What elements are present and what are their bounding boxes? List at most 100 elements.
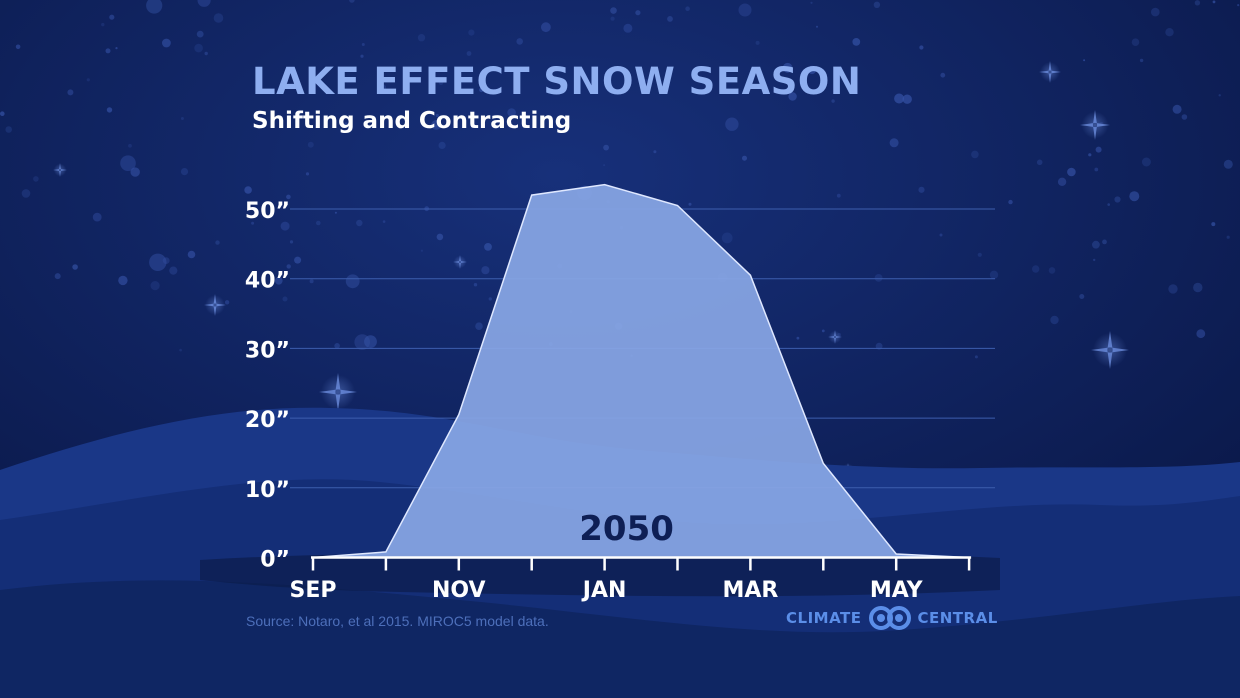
snow-dot — [610, 7, 617, 14]
climate-central-logo[interactable]: CLIMATE CENTRAL — [786, 603, 998, 633]
snow-dot — [603, 144, 609, 151]
snow-dot — [836, 193, 841, 198]
sparkle-glow — [1040, 62, 1060, 82]
snow-dot — [194, 43, 203, 53]
snow-dot — [1008, 199, 1013, 205]
snow-dot — [466, 51, 472, 56]
snow-dot — [179, 348, 182, 352]
chart-subtitle: Shifting and Contracting — [252, 108, 572, 134]
sparkle-icon — [1080, 110, 1110, 140]
snow-dot — [286, 264, 291, 269]
snow-dot — [344, 122, 348, 127]
snow-dot — [431, 120, 442, 130]
snow-dot — [215, 240, 220, 245]
sparkle-glow — [1092, 332, 1128, 368]
snow-dot — [420, 249, 423, 252]
snow-dot — [275, 277, 283, 285]
snow-dot — [305, 172, 310, 176]
snow-dot — [782, 62, 793, 73]
ground-shadow — [200, 553, 1000, 597]
snow-dot — [282, 296, 288, 302]
snow-dot — [755, 40, 760, 45]
snow-dot — [213, 13, 224, 23]
snow-dot — [796, 336, 800, 340]
snow-dot — [187, 250, 196, 259]
snow-dot — [1057, 177, 1067, 186]
snow-dot — [15, 44, 21, 50]
sparkle-ray — [53, 163, 67, 177]
sparkle-icon — [453, 255, 467, 269]
sparkle-glow — [53, 163, 67, 177]
snow-dot — [379, 84, 387, 91]
snow-dot — [940, 72, 946, 78]
snow-dot — [431, 68, 437, 73]
snow-dot — [1102, 239, 1107, 245]
snow-dot — [196, 30, 204, 38]
snow-dot — [130, 167, 140, 177]
sparkle-glow — [828, 330, 842, 344]
snow-dot — [128, 143, 132, 148]
snow-dot — [33, 176, 39, 182]
snow-dot — [67, 89, 74, 96]
sparkle-ray — [828, 330, 842, 344]
sparkle-icon — [53, 163, 67, 177]
snow-dot — [150, 281, 160, 291]
sparkle-icon — [319, 373, 357, 411]
snow-dot — [816, 25, 818, 28]
snow-dot — [1193, 282, 1203, 293]
snow-dot — [623, 23, 633, 33]
snow-dot — [1196, 329, 1206, 339]
snow-dot — [688, 202, 692, 206]
snow-dot — [653, 150, 657, 154]
sparkle-glow — [205, 295, 225, 315]
snow-line-2050 — [312, 183, 970, 559]
snow-dot — [307, 141, 314, 148]
snow-dot — [1223, 159, 1233, 169]
snow-dot — [939, 233, 943, 237]
snow-dot — [484, 243, 492, 251]
source-note: Source: Notaro, et al 2015. MIROC5 model… — [246, 613, 549, 629]
snow-dot — [479, 87, 484, 93]
snow-dot — [1131, 38, 1140, 46]
snow-dot — [120, 155, 136, 171]
snow-dot — [382, 220, 386, 223]
snow-area-2050 — [313, 184, 970, 558]
snow-dot — [1181, 114, 1188, 120]
snow-dot — [289, 240, 294, 244]
snow-dot — [224, 300, 230, 305]
sparkle-icon — [828, 330, 842, 344]
snow-dot — [971, 150, 979, 159]
snow-dot — [977, 252, 982, 257]
sparkle-glow — [453, 255, 467, 269]
snow-dot — [204, 51, 208, 56]
snow-dot — [92, 212, 102, 222]
snow-dot — [364, 335, 377, 348]
snow-dot — [86, 78, 90, 82]
snow-dot — [105, 48, 111, 54]
snow-dot — [1165, 28, 1174, 37]
snow-dot — [889, 138, 899, 148]
snow-dot — [180, 117, 184, 120]
snow-dot — [1032, 265, 1040, 273]
snow-dot — [438, 141, 446, 149]
x-tick-label: MAR — [722, 578, 778, 603]
snow-dot — [436, 233, 444, 241]
snow-dot — [280, 221, 290, 231]
snow-dot — [309, 279, 314, 284]
snow-dot — [1226, 235, 1230, 239]
snow-dot — [1050, 315, 1059, 325]
snow-dot — [667, 16, 673, 22]
snow-dot — [180, 168, 189, 176]
snow-dot — [507, 108, 516, 117]
snow-dot — [788, 92, 797, 101]
sparkle-ray — [204, 294, 226, 316]
snow-dot — [807, 65, 817, 75]
snow-dot — [1237, 4, 1240, 7]
snow-dot — [1172, 104, 1182, 114]
snow-dot — [635, 10, 641, 16]
x-tick-label: NOV — [432, 578, 486, 603]
snow-dot — [146, 0, 163, 14]
sparkle-ray — [453, 255, 467, 269]
sparkle-glow — [320, 374, 356, 410]
sparkle-ray — [1091, 331, 1129, 369]
